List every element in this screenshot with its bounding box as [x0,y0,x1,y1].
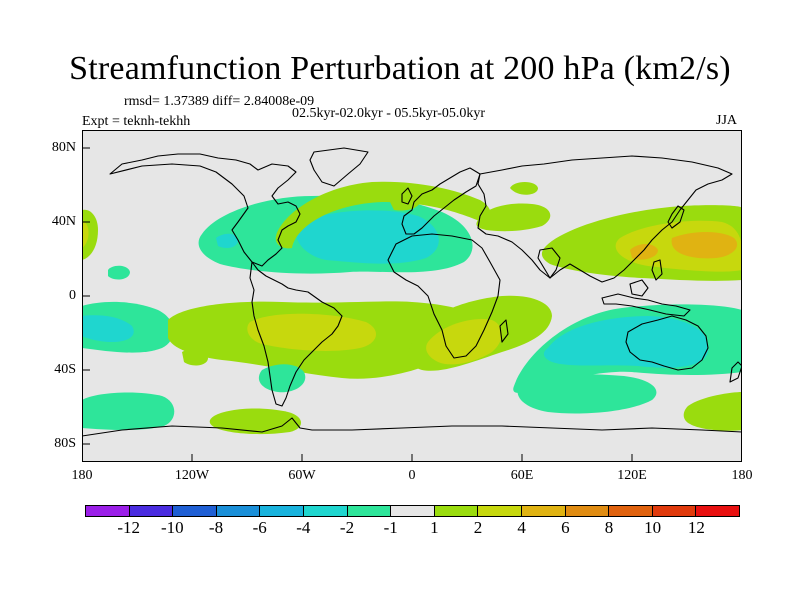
rmsd-text: rmsd= 1.37389 diff= 2.84008e-09 [124,94,315,109]
coast-new-zealand [729,361,742,383]
coast-africa [387,233,501,359]
colorbar-swatch [565,506,610,516]
y-ticks [82,147,90,445]
lon-label-0: 0 [408,468,416,483]
colorbar-label: -12 [117,518,140,537]
colorbar-swatch [86,506,130,516]
colorbar-swatch [478,506,522,516]
lon-label-60e: 60E [510,468,534,483]
colorbar-label: -2 [339,518,355,537]
lon-label-180e: 180 [731,468,753,483]
colorbar-label: 6 [561,518,570,537]
lat-label-40s: 40S [54,362,76,377]
coast-india [537,247,561,279]
colorbar-label: 1 [430,518,439,537]
contour-ebound-neg [712,324,742,352]
contour-epac-neg2 [82,315,134,342]
x-ticks [191,454,633,462]
map-svg [82,130,742,462]
contour-pac-pos4 [630,244,658,260]
contour-sh-pos2 [683,392,742,431]
colorbar-swatch [129,506,174,516]
coast-south-america [249,261,343,407]
colorbar-label: -10 [160,518,184,537]
coast-asia [477,155,733,283]
coast-british-isles [401,187,413,205]
colorbar-swatch [652,506,697,516]
lon-label-180w: 180 [71,468,93,483]
contour-pac-small [108,265,130,280]
colorbar-swatch [173,506,217,516]
coast-borneo [629,279,649,297]
colorbar-swatch [216,506,261,516]
coast-europe [401,167,481,235]
chart-title: Streamfunction Perturbation at 200 hPa (… [69,50,731,87]
periods-text: 02.5kyr-02.0kyr - 05.5kyr-05.0kyr [292,106,486,121]
colorbar-swatch [521,506,566,516]
contour-saf-pos2 [426,318,502,365]
contour-atl-pos [275,181,491,249]
lat-label-40n: 40N [51,214,76,229]
colorbar-swatch [391,506,435,516]
coast-madagascar [499,319,509,343]
contour-fills [82,181,742,435]
lat-label-0: 0 [69,288,76,303]
coast-australia [625,315,709,371]
lon-label-120w: 120W [174,468,210,483]
colorbar-swatch [696,506,739,516]
contour-pac-pos3 [671,232,738,259]
colorbar-label: 4 [517,518,526,537]
lon-label-120e: 120E [617,468,647,483]
colorbar-label: -1 [383,518,398,537]
coast-indonesia [601,293,691,317]
coast-antarctica [82,417,742,437]
lat-label-80s: 80S [54,436,76,451]
lat-label-80n: 80N [51,140,76,155]
lon-label-60w: 60W [288,468,316,483]
coast-greenland [309,147,369,187]
colorbar-label: 2 [473,518,483,537]
contour-west-pos2 [82,221,89,248]
contour-sh-neg3 [517,374,657,414]
colorbar-label: -8 [208,518,224,537]
contour-sam-pos2 [247,313,377,351]
contour-na-neg-small [216,233,238,248]
contour-sh-neg2 [258,364,306,393]
coast-japan [667,205,685,229]
colorbar-swatch [609,506,653,516]
colorbar-label: -4 [296,518,311,537]
contour-asia-pos [476,203,551,232]
colorbar [85,505,740,517]
contour-na-neg2 [295,210,439,264]
season-text: JJA [716,113,738,128]
contour-sh-neg1 [82,392,175,430]
coast-north-america [109,153,301,267]
contour-sam-low [182,348,208,366]
contour-asia-pos-small [510,182,538,195]
experiment-text: Expt = teknh-tekhh [82,114,191,129]
colorbar-label: 12 [687,518,705,537]
coastlines [82,147,742,437]
map-plot [82,130,742,462]
colorbar-swatch [434,506,479,516]
colorbar-swatch [303,506,348,516]
map-background [82,130,742,462]
colorbar-label: -6 [252,518,267,537]
colorbar-swatch [347,506,392,516]
colorbar-swatch [260,506,304,516]
coast-philippines [651,259,663,281]
colorbar-label: 10 [644,518,662,537]
colorbar-label: 8 [604,518,614,537]
